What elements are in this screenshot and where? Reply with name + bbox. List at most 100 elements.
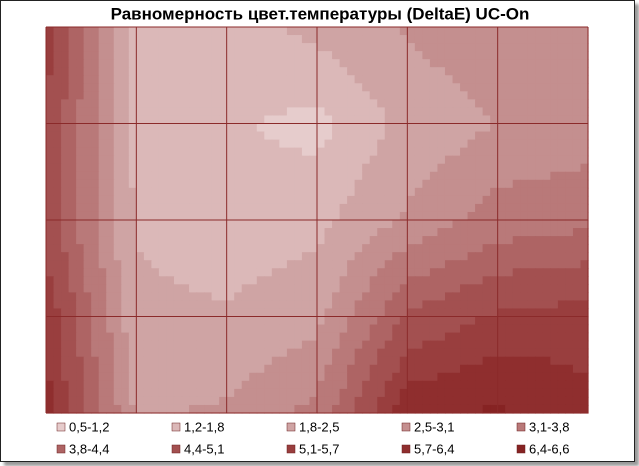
contour-fill [429,203,439,213]
contour-fill [189,35,198,44]
contour-fill [429,51,439,60]
contour-fill [249,364,258,374]
contour-fill [61,43,70,52]
contour-fill [211,228,220,237]
contour-fill [512,203,521,213]
contour-fill [332,332,341,342]
contour-fill [527,179,536,189]
contour-fill [53,300,62,310]
contour-fill [377,131,386,141]
contour-fill [362,388,371,398]
contour-fill [181,27,190,36]
contour-fill [557,260,567,269]
contour-fill [324,316,333,326]
contour-fill [437,67,446,76]
contour-fill [535,75,544,84]
contour-fill [219,211,228,221]
contour-fill [271,244,280,253]
contour-fill [61,284,70,293]
contour-fill [106,139,115,149]
contour-fill [407,332,416,342]
contour-fill [399,179,408,189]
contour-fill [106,276,115,285]
contour-fill [482,340,491,350]
contour-fill [482,67,491,76]
contour-fill [572,308,582,318]
contour-fill [271,292,280,302]
contour-fill [399,284,408,293]
contour-fill [490,252,499,261]
contour-fill [399,364,408,374]
contour-fill [339,372,348,382]
contour-fill [460,123,469,133]
contour-fill [121,268,130,277]
contour-fill [279,300,288,310]
contour-fill [505,300,514,310]
contour-fill [226,324,235,334]
contour-fill [279,195,288,205]
contour-fill [460,203,469,213]
contour-fill [369,171,378,181]
contour-fill [542,380,551,390]
contour-fill [211,27,220,36]
contour-cell [407,220,499,318]
contour-fill [76,372,85,382]
contour-fill [384,203,393,213]
contour-fill [196,324,205,334]
contour-fill [384,236,393,245]
contour-fill [444,35,454,44]
contour-fill [264,364,273,374]
contour-fill [467,372,476,382]
contour-fill [407,115,416,125]
contour-fill [98,396,107,406]
contour-fill [106,91,115,100]
contour-fill [535,388,544,398]
contour-fill [520,356,529,366]
contour-fill [512,220,521,229]
contour-fill [505,404,514,414]
contour-fill [565,348,574,358]
contour-fill [76,187,85,197]
contour-fill [189,308,198,318]
contour-fill [565,59,574,68]
contour-fill [309,324,318,334]
contour-fill [317,59,326,68]
contour-fill [309,252,318,261]
contour-fill [332,220,341,229]
contour-fill [136,324,145,334]
contour-fill [53,107,62,117]
contour-fill [211,340,220,350]
contour-fill [362,115,371,125]
contour-fill [181,43,190,52]
contour-fill [332,324,341,334]
contour-fill [143,348,152,358]
contour-fill [542,372,551,382]
contour-fill [226,308,235,318]
contour-fill [241,163,250,173]
contour-fill [527,107,536,117]
contour-fill [369,123,378,133]
contour-fill [407,35,416,44]
contour-fill [384,340,393,350]
contour-fill [505,123,514,133]
contour-fill [234,372,243,382]
contour-fill [98,179,107,189]
contour-fill [309,171,318,181]
contour-fill [76,268,85,277]
contour-fill [83,308,92,318]
contour-fill [444,75,454,84]
contour-fill [557,195,567,205]
contour-fill [301,268,311,277]
contour-fill [512,139,521,149]
contour-fill [467,244,476,253]
contour-fill [256,364,265,374]
contour-fill [467,324,476,334]
contour-fill [264,147,273,157]
contour-fill [565,340,574,350]
contour-fill [68,91,77,100]
contour-fill [414,348,423,358]
contour-fill [505,91,514,100]
contour-fill [482,179,491,189]
contour-fill [68,356,77,366]
